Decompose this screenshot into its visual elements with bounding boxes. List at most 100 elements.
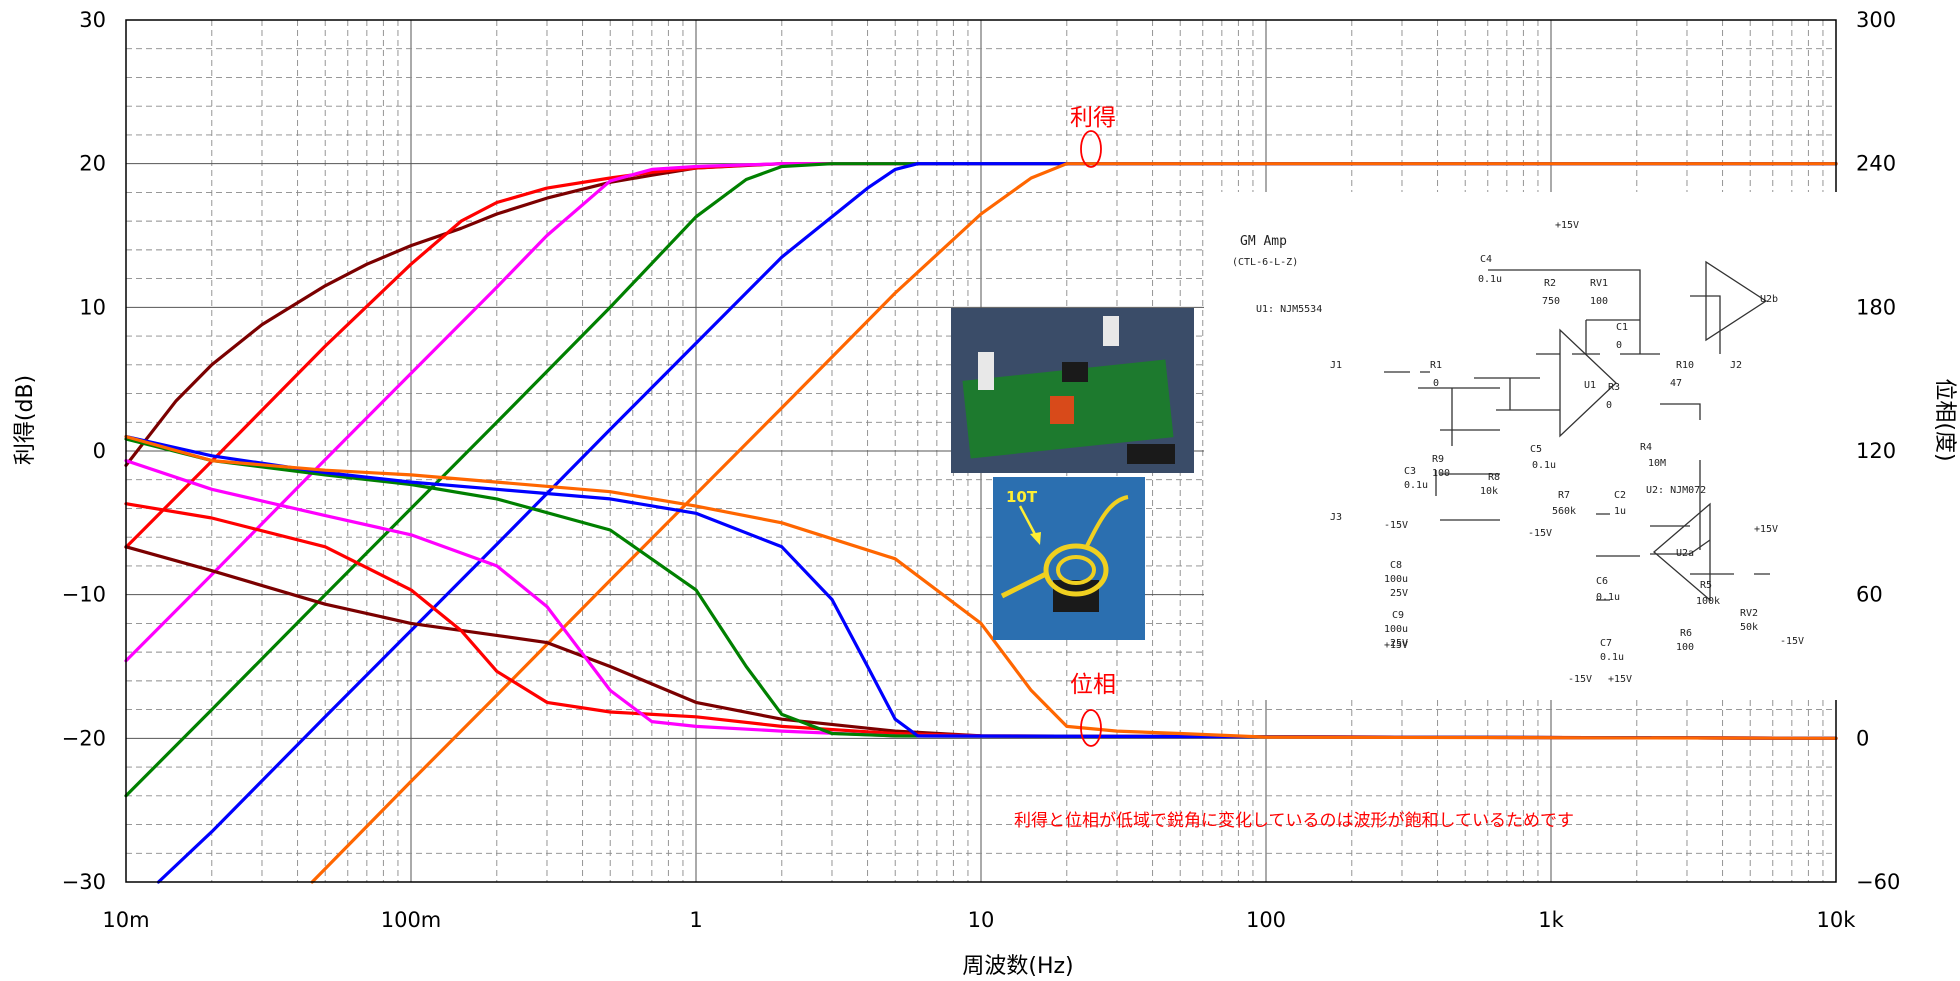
y-left-tick-label: −30: [62, 870, 106, 894]
schematic-component-label: 10k: [1480, 486, 1498, 497]
schematic-component-label: R8: [1488, 472, 1500, 483]
schematic-u1-label: U1: NJM5534: [1256, 304, 1322, 315]
schematic-component-label: 10M: [1648, 458, 1666, 469]
phase-series-line: [124, 459, 1838, 740]
x-tick-label: 10k: [1817, 908, 1857, 932]
schematic-component-label: U2a: [1676, 548, 1694, 559]
schematic-component-label: C3: [1404, 466, 1416, 477]
x-tick-label: 100: [1246, 908, 1286, 932]
x-tick-label: 1k: [1538, 908, 1564, 932]
schematic-component-label: R4: [1640, 442, 1652, 453]
schematic-component-label: 100u: [1384, 624, 1408, 635]
schematic-component-label: R2: [1544, 278, 1556, 289]
schematic-component-label: 100u: [1384, 574, 1408, 585]
schematic-component-label: 100k: [1696, 596, 1720, 607]
board-ic: [1062, 362, 1088, 382]
schematic-component-label: 100: [1432, 468, 1450, 479]
schematic-component-label: +15V: [1555, 220, 1579, 231]
x-axis-title: 周波数(Hz): [962, 954, 1073, 979]
schematic-component-label: +15V: [1608, 674, 1632, 685]
y-axis-right-title: 位相(度): [1932, 378, 1957, 461]
toroid-lead: [1084, 495, 1129, 549]
y-axis-left-title: 利得(dB): [13, 375, 38, 465]
schematic-title: GM Amp: [1240, 234, 1287, 249]
schematic-component-label: 0: [1433, 378, 1439, 389]
schematic-component-label: C5: [1530, 444, 1542, 455]
schematic-component-label: RV2: [1740, 608, 1758, 619]
toroid-lead-2: [1000, 571, 1048, 599]
gain-series-line: [124, 162, 1838, 798]
schematic-component-label: R9: [1432, 454, 1444, 465]
toroid-winding: [1043, 543, 1109, 597]
schematic-component-label: C8: [1390, 560, 1402, 571]
y-left-tick-label: −20: [62, 726, 106, 750]
y-right-tick-label: −60: [1856, 870, 1900, 894]
photo-label-10t: 10T: [1006, 488, 1038, 506]
schematic-component-label: -15V: [1528, 528, 1552, 539]
schematic-component-label: 100: [1676, 642, 1694, 653]
schematic-component-label: -15V: [1780, 636, 1804, 647]
schematic-component-label: R3: [1608, 382, 1620, 393]
schematic-component-label: 47: [1670, 378, 1682, 389]
gain-series-line: [156, 162, 1838, 884]
phase-series-line: [124, 435, 1838, 740]
y-right-tick-label: 240: [1856, 152, 1896, 176]
x-tick-label: 100m: [381, 908, 442, 932]
schematic-component-label: R6: [1680, 628, 1692, 639]
phase-series-line: [124, 437, 1838, 740]
schematic-component-label: 750: [1542, 296, 1560, 307]
schematic-component-label: 0.1u: [1596, 592, 1620, 603]
schematic-component-label: 100: [1590, 296, 1608, 307]
schematic-inset: GM Amp (CTL-6-L-Z) U1: NJM5534 U2: NJM07…: [1204, 192, 1838, 700]
curves: [124, 162, 1838, 884]
schematic-component-label: -15V: [1384, 520, 1408, 531]
schematic-component-label: C6: [1596, 576, 1608, 587]
schematic-component-label: J1: [1330, 360, 1342, 371]
y-left-tick-label: 0: [93, 439, 106, 463]
schematic-component-label: R7: [1558, 490, 1570, 501]
schematic-component-label: 560k: [1552, 506, 1576, 517]
board-cable: [1127, 444, 1175, 464]
gain-series-line: [310, 162, 1838, 884]
tick-labels: 10m 100m 1 10 100 1k 10k3020100−10−20−30300240…: [62, 8, 1901, 932]
board-connector-top: [1103, 316, 1119, 346]
schematic-component-label: R5: [1700, 580, 1712, 591]
schematic-component-label: C9: [1392, 610, 1404, 621]
phase-marker: [1080, 709, 1102, 747]
board-capacitor: [1050, 396, 1074, 424]
board-connector-left: [978, 352, 994, 390]
schematic-component-label: RV1: [1590, 278, 1608, 289]
gain-series-line: [124, 162, 1838, 663]
schematic-u2b-opamp: [1705, 260, 1768, 342]
y-left-tick-label: 20: [79, 152, 106, 176]
schematic-component-label: J3: [1330, 512, 1342, 523]
schematic-subtitle: (CTL-6-L-Z): [1232, 257, 1298, 268]
photos-inset: 10T: [951, 308, 1194, 640]
y-right-tick-label: 120: [1856, 439, 1896, 463]
x-tick-label: 1: [689, 908, 702, 932]
schematic-component-label: C7: [1600, 638, 1612, 649]
annotations: 利得 位相 利得と位相が低域で鋭角に変化しているのは波形が飽和しているためです: [1014, 105, 1574, 831]
schematic-component-label: 0: [1606, 400, 1612, 411]
toroid-winding-inner: [1056, 555, 1096, 585]
schematic-component-label: 25V: [1390, 638, 1408, 649]
schematic-u2-label: U2: NJM072: [1646, 485, 1706, 496]
schematic-component-label: C1: [1616, 322, 1628, 333]
schematic-component-label: 0.1u: [1404, 480, 1428, 491]
photo-arrowhead: [1030, 532, 1041, 545]
schematic-component-label: 0.1u: [1532, 460, 1556, 471]
y-right-tick-label: 180: [1856, 295, 1896, 319]
schematic-component-label: +15V: [1384, 640, 1408, 651]
y-right-tick-label: 0: [1856, 726, 1869, 750]
schematic-background: [1204, 192, 1838, 700]
gain-annotation: 利得: [1070, 105, 1116, 131]
schematic-component-label: R10: [1676, 360, 1694, 371]
schematic-component-label: 1u: [1614, 506, 1626, 517]
y-right-tick-label: 60: [1856, 583, 1883, 607]
x-tick-label: 10m: [102, 908, 149, 932]
y-left-tick-label: 10: [79, 295, 106, 319]
schematic-component-label: 0.1u: [1600, 652, 1624, 663]
schematic-component-label: +15V: [1754, 524, 1778, 535]
schematic-component-label: R1: [1430, 360, 1442, 371]
schematic-component-label: 0: [1616, 340, 1622, 351]
